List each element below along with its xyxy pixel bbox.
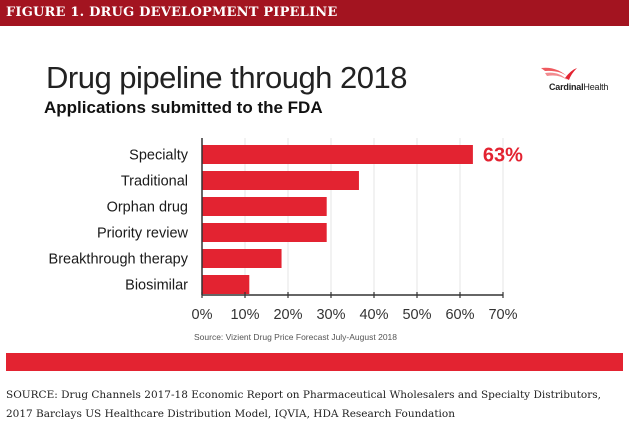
x-tick-label: 60%	[445, 307, 474, 323]
category-label: Biosimilar	[125, 278, 188, 294]
bar-priority-review	[202, 223, 327, 242]
bar-traditional	[202, 171, 359, 190]
x-tick-label: 0%	[192, 307, 213, 323]
x-tick-label: 70%	[488, 307, 517, 323]
bar-biosimilar	[202, 275, 250, 294]
category-label: Orphan drug	[107, 200, 188, 216]
chart-source: Source: Vizient Drug Price Forecast July…	[194, 332, 397, 342]
x-tick-label: 20%	[273, 307, 302, 323]
x-tick-label: 50%	[402, 307, 431, 323]
category-label: Specialty	[129, 148, 189, 164]
divider-bar	[6, 353, 623, 371]
category-label: Traditional	[121, 174, 188, 190]
logo-text: CardinalHealth	[549, 82, 609, 92]
data-label: 63%	[483, 145, 523, 167]
chart-title: Drug pipeline through 2018	[46, 60, 408, 95]
figure-header: FIGURE 1. DRUG DEVELOPMENT PIPELINE	[0, 0, 629, 26]
bar-specialty	[202, 145, 473, 164]
x-tick-label: 10%	[230, 307, 259, 323]
cardinal-bird-icon	[541, 67, 577, 80]
category-label: Breakthrough therapy	[49, 252, 189, 268]
x-tick-label: 30%	[316, 307, 345, 323]
cardinal-health-logo: CardinalHealth	[535, 64, 625, 104]
category-label: Priority review	[97, 226, 189, 242]
footer-source: SOURCE: Drug Channels 2017-18 Economic R…	[6, 389, 601, 420]
chart-subtitle: Applications submitted to the FDA	[44, 98, 323, 117]
x-tick-label: 40%	[359, 307, 388, 323]
figure-label: FIGURE 1. DRUG DEVELOPMENT PIPELINE	[6, 5, 338, 20]
bar-breakthrough-therapy	[202, 249, 282, 268]
bar-orphan-drug	[202, 197, 327, 216]
bar-chart: Specialty Traditional Orphan drug Priority …	[49, 138, 523, 323]
